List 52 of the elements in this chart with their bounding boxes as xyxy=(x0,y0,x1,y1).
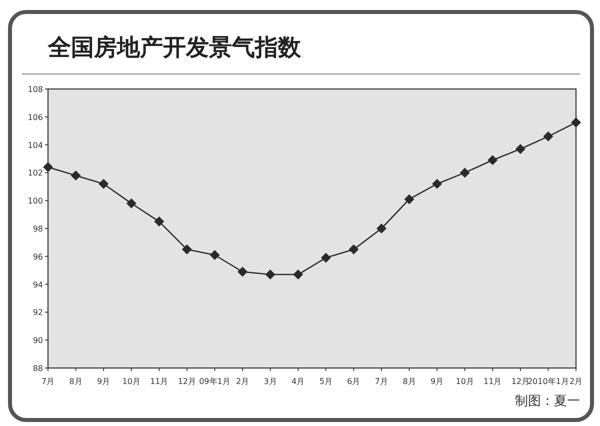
point xyxy=(70,170,81,180)
point xyxy=(126,198,136,208)
point xyxy=(98,178,109,189)
x-tick-label: 3月 xyxy=(264,377,277,386)
point xyxy=(182,244,192,254)
point xyxy=(348,244,359,254)
y-tick-label: 102 xyxy=(28,168,43,178)
x-tick-label: 10月 xyxy=(456,377,474,386)
point xyxy=(432,178,442,189)
x-tick-label: 5月 xyxy=(319,377,332,386)
x-tick-label: 4月 xyxy=(292,377,305,386)
y-tick-label: 90 xyxy=(32,336,43,346)
x-tick-label: 12月 xyxy=(178,377,196,386)
point xyxy=(571,117,581,128)
y-tick-label: 106 xyxy=(28,112,43,122)
point xyxy=(238,266,248,277)
y-tick-label: 108 xyxy=(28,85,43,94)
point xyxy=(154,216,164,227)
x-tick-label: 7月 xyxy=(374,377,388,386)
point xyxy=(43,162,53,172)
x-tick-label: 8月 xyxy=(69,377,82,386)
x-tick-label: 8月 xyxy=(402,377,416,386)
x-tick-label: 2月 xyxy=(569,377,583,386)
y-tick-label: 100 xyxy=(28,196,43,206)
point xyxy=(320,252,331,263)
point xyxy=(376,224,386,234)
x-tick-label: 09年1月 xyxy=(199,377,230,386)
point xyxy=(210,250,220,260)
point xyxy=(404,194,414,204)
point xyxy=(488,155,498,166)
y-tick-label: 94 xyxy=(32,280,43,290)
x-tick-label: 9月 xyxy=(430,377,444,386)
text: 制图：夏一 xyxy=(515,394,580,409)
point xyxy=(460,168,470,178)
point xyxy=(515,144,526,154)
x-tick-label: 2月 xyxy=(236,377,250,386)
point xyxy=(543,131,554,142)
x-tick-label: 11月 xyxy=(484,377,502,386)
x-tick-label: 10月 xyxy=(122,377,140,386)
y-tick-label: 92 xyxy=(32,308,43,318)
point xyxy=(293,270,304,280)
y-tick-label: 98 xyxy=(32,224,43,234)
x-tick-label: 11月 xyxy=(150,377,168,386)
x-tick-label: 9月 xyxy=(97,377,110,386)
y-tick-label: 96 xyxy=(32,252,43,262)
y-tick-label: 88 xyxy=(32,364,43,373)
x-tick-label: 7月 xyxy=(41,377,55,386)
y-tick-label: 104 xyxy=(28,140,43,150)
chart-title: 全国房地产开发景气指数 xyxy=(47,34,302,61)
x-tick-label: 2010年1月 xyxy=(527,377,569,386)
point xyxy=(265,270,276,280)
x-tick-label: 6月 xyxy=(347,377,360,386)
